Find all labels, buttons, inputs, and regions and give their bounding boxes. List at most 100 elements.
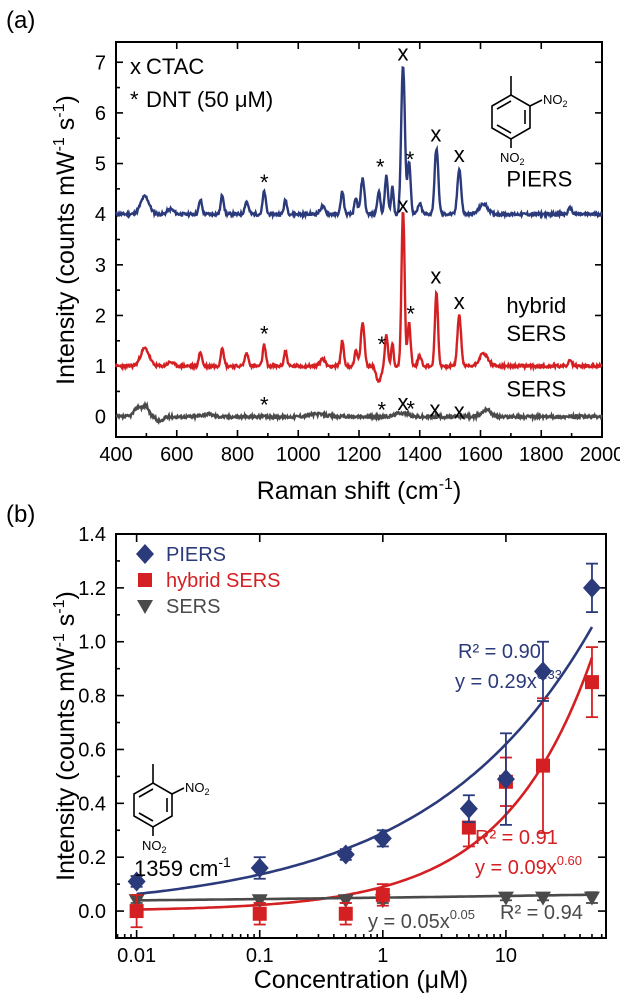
- y-tick-label: 0.8: [78, 686, 106, 708]
- data-point: [375, 887, 390, 902]
- x-tick-label: 1000: [276, 444, 321, 466]
- ring-inner-bond: [496, 124, 512, 134]
- ring-inner-bond: [138, 788, 154, 798]
- y-tick-label: 6: [95, 103, 106, 125]
- y-tick-label: 4: [95, 204, 106, 226]
- ctac-peak-marker: x: [454, 399, 465, 424]
- data-point: [533, 661, 552, 682]
- panel-a-label: (a): [6, 7, 35, 34]
- y-tick-label: 3: [95, 255, 106, 277]
- data-point: [584, 675, 599, 690]
- series-label: SERS: [506, 321, 566, 346]
- x-tick-label: 1400: [398, 444, 443, 466]
- y-tick-label: 0.6: [78, 739, 106, 761]
- data-point: [373, 828, 392, 849]
- panel-a-ticks: 400 600 800 1000 1200 1400 1600 1800 2000 0 1 2 3 4 5 6…: [95, 42, 620, 466]
- dnt-peak-marker: *: [378, 332, 387, 357]
- panel-b-legend: PIERS hybrid SERS SERS: [136, 544, 281, 618]
- fit-curve: [136, 657, 594, 911]
- panel-b-ylabel: Intensity (counts mW-1 s-1): [51, 591, 80, 881]
- series-label: SERS: [506, 376, 566, 401]
- x-tick-label: 1800: [519, 444, 564, 466]
- x-tick-label: 400: [99, 444, 132, 466]
- dnt-peak-marker: *: [376, 155, 385, 180]
- y-tick-label: 1.4: [78, 524, 106, 546]
- x-tick-label: 600: [160, 444, 193, 466]
- ctac-peak-marker: x: [398, 390, 409, 415]
- no2-bond: [171, 787, 185, 795]
- panel-a-ylabel: Intensity (counts mW-1 s-1): [51, 95, 80, 385]
- data-point: [137, 600, 153, 614]
- data-point: [337, 894, 354, 909]
- data-point: [461, 820, 476, 835]
- panel-b-xlabel: Concentration (μM): [254, 966, 468, 994]
- hybrid-fit-equation: y = 0.09x0.60: [475, 853, 582, 879]
- data-point: [336, 844, 355, 865]
- y-tick-label: 0.4: [78, 793, 106, 815]
- y-tick-label: 0: [95, 407, 106, 429]
- data-point: [138, 573, 152, 587]
- y-tick-label: 1: [95, 356, 106, 378]
- no2-group-label: NO2: [185, 780, 210, 797]
- panel-a-plot: 400 600 800 1000 1200 1400 1600 1800 2000 0 1 2 3 4 5 6…: [95, 41, 620, 466]
- x-tick-label: 1: [377, 945, 388, 967]
- panel-b-plot: 0.01 0.1 1 10 0.0 0.2 0.4 0.6 0.8 1.0 1.2 1.4 PIERS…: [78, 524, 607, 967]
- legend-entry: hybrid SERS: [166, 570, 281, 592]
- no2-group-label: NO2: [500, 150, 525, 167]
- data-point: [251, 894, 268, 909]
- panel-b-points: [127, 562, 601, 929]
- panel-a-series-labels: PIERS hybrid SERS SERS: [506, 166, 572, 401]
- y-tick-label: 0.0: [78, 901, 106, 923]
- data-point: [583, 891, 600, 906]
- panel-b-frame: [115, 533, 607, 939]
- dnt-molecule-a: NO2 NO2: [491, 76, 568, 167]
- fit-curve: [136, 626, 594, 896]
- spectrum-line: [115, 400, 603, 426]
- dnt-peak-marker: *: [260, 393, 269, 418]
- x-tick-label: 0.01: [117, 945, 156, 967]
- spectrum-line: [115, 66, 603, 221]
- legend-cross-symbol: x: [130, 54, 141, 79]
- ctac-peak-marker: x: [398, 41, 409, 66]
- data-point: [129, 904, 144, 919]
- legend-star-label: DNT (50 μM): [146, 87, 273, 112]
- data-point: [250, 857, 269, 878]
- panel-a-series: [114, 66, 603, 426]
- y-tick-label: 5: [95, 154, 106, 176]
- dnt-peak-marker: *: [406, 147, 415, 172]
- data-point: [338, 906, 353, 921]
- data-point: [534, 891, 551, 906]
- dnt-peak-marker: *: [260, 170, 269, 195]
- ring-inner-bond: [496, 100, 512, 110]
- ring-inner-bond: [138, 812, 154, 822]
- dnt-peak-marker: *: [260, 322, 269, 347]
- y-tick-label: 0.2: [78, 847, 106, 869]
- data-point: [252, 906, 267, 921]
- y-tick-label: 1.2: [78, 578, 106, 600]
- no2-group-label: NO2: [142, 838, 167, 855]
- piers-fit-equation: y = 0.29x0.33: [455, 667, 562, 693]
- x-tick-label: 0.1: [246, 945, 274, 967]
- x-tick-label: 800: [221, 444, 254, 466]
- sers-fit-r2: R² = 0.94: [500, 902, 583, 924]
- data-point: [127, 871, 146, 892]
- y-tick-label: 2: [95, 305, 106, 327]
- x-tick-label: 1200: [337, 444, 382, 466]
- ctac-peak-marker: x: [430, 122, 441, 147]
- piers-fit-r2: R² = 0.90: [458, 641, 541, 663]
- dnt-peak-marker: *: [406, 301, 415, 326]
- ctac-peak-marker: x: [454, 289, 465, 314]
- panel-b-fit-curves: [136, 626, 594, 911]
- ctac-peak-marker: x: [430, 263, 441, 288]
- x-tick-label: 10: [495, 945, 517, 967]
- data-point: [459, 798, 478, 819]
- legend-star-symbol: *: [130, 87, 139, 112]
- series-label: hybrid: [506, 293, 566, 318]
- no2-bond: [529, 99, 543, 107]
- panel-b-label: (b): [6, 501, 35, 528]
- data-point: [582, 577, 601, 598]
- no2-group-label: NO2: [543, 92, 568, 109]
- y-tick-label: 7: [95, 52, 106, 74]
- data-point: [136, 544, 154, 564]
